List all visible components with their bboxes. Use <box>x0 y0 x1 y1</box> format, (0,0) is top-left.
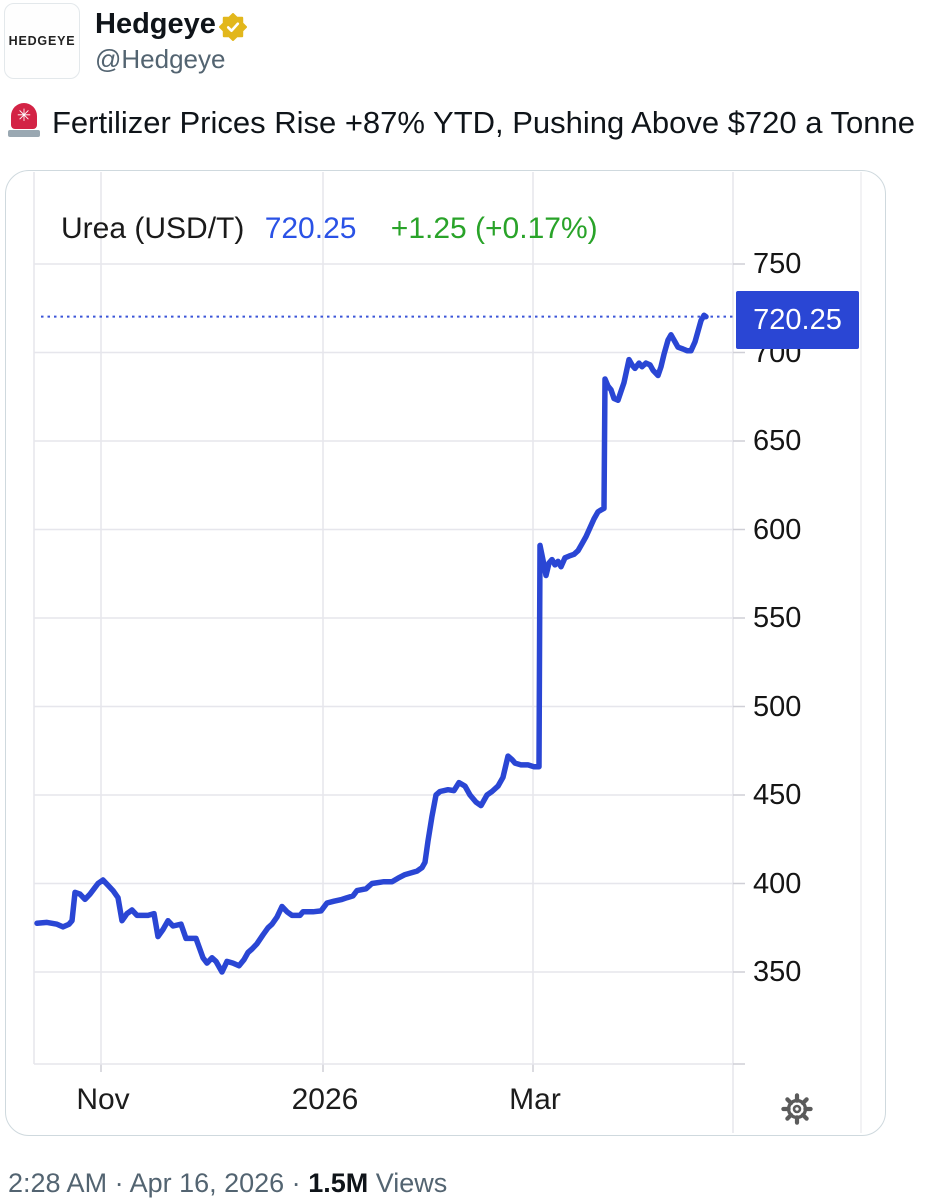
chart-card: Urea (USD/T) 720.25 +1.25 (+0.17%) 750 70… <box>5 170 886 1136</box>
x-axis-label: 2026 <box>291 1083 359 1116</box>
views-label: Views <box>368 1168 448 1198</box>
author-name[interactable]: Hedgeye <box>95 8 216 40</box>
chart-header: Urea (USD/T) 720.25 +1.25 (+0.17%) <box>61 212 598 246</box>
views-count: 1.5M <box>308 1168 369 1198</box>
y-axis-label: 350 <box>753 956 802 988</box>
time-text: 2:28 AM · Apr 16, 2026 · <box>8 1168 309 1198</box>
price-line-chart <box>33 172 862 1133</box>
y-axis-label: 450 <box>753 779 802 811</box>
current-price-tag: 720.25 <box>736 291 859 349</box>
y-axis-label: 750 <box>753 248 802 280</box>
y-axis-label: 400 <box>753 867 802 900</box>
avatar[interactable]: HEDGEYE <box>4 3 80 79</box>
gold-verified-icon <box>219 13 247 41</box>
y-axis-label: 600 <box>753 513 802 546</box>
author-handle[interactable]: @Hedgeye <box>95 44 226 74</box>
police-light-icon: ✳ <box>8 103 40 137</box>
x-axis-label: Nov <box>76 1083 130 1116</box>
chart-last-price: 720.25 <box>264 212 357 245</box>
avatar-text: HEDGEYE <box>8 34 76 48</box>
y-axis-label: 650 <box>753 425 802 457</box>
settings-gear-icon[interactable] <box>779 1091 815 1127</box>
chart-change: +1.25 (+0.17%) <box>390 212 598 245</box>
y-axis-label: 550 <box>753 602 802 634</box>
tweet-text: ✳ Fertilizer Prices Rise +87% YTD, Pushin… <box>8 103 944 143</box>
tweet-text-content: Fertilizer Prices Rise +87% YTD, Pushing… <box>52 105 916 140</box>
y-axis-label: 500 <box>753 690 802 723</box>
timestamp: 2:28 AM · Apr 16, 2026 · 1.5M Views <box>8 1168 447 1199</box>
chart-title: Urea (USD/T) <box>61 212 245 245</box>
x-axis-label: Mar <box>509 1083 561 1116</box>
